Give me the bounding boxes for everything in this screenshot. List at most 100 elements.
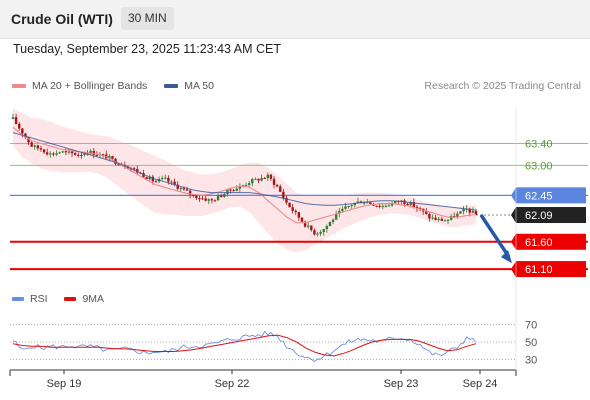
candle-body: [279, 186, 282, 192]
candle-body: [229, 189, 232, 191]
legend-ma50: MA 50: [164, 80, 214, 92]
candle-body: [282, 191, 285, 198]
candle-body: [418, 208, 422, 210]
level-tag-4: [516, 233, 586, 250]
candle-body: [257, 178, 260, 181]
level-tag-arrow-4: [511, 233, 516, 250]
candle-body: [170, 181, 173, 183]
candle-body: [80, 154, 83, 156]
candle-body: [33, 145, 36, 147]
x-tick-label-2: Sep 23: [384, 378, 419, 390]
candle-body: [201, 198, 204, 200]
candle-body: [73, 153, 77, 155]
candle-body: [14, 117, 18, 124]
candle-body: [313, 230, 316, 235]
candle-body: [310, 225, 313, 231]
candle-body: [148, 176, 151, 180]
header-bar: Crude Oil (WTI) 30 MIN: [0, 0, 590, 39]
candle-body: [263, 177, 266, 179]
candle-body: [210, 199, 214, 201]
rsi-tick-70: 70: [525, 320, 537, 332]
candle-body: [142, 173, 145, 178]
candle-body: [154, 181, 158, 183]
candle-body: [70, 151, 74, 154]
candle-body: [362, 202, 366, 204]
legend-rsi-label: RSI: [30, 293, 48, 305]
candle-body: [226, 189, 229, 195]
candle-body: [325, 226, 329, 230]
level-label-0: 63.40: [525, 138, 553, 150]
candle-body: [83, 153, 86, 156]
candle-body: [39, 148, 43, 150]
candle-body: [431, 217, 434, 219]
candle-body: [18, 123, 21, 129]
candle-body: [344, 206, 347, 209]
level-tag-5: [516, 261, 586, 278]
timeframe-badge[interactable]: 30 MIN: [121, 7, 174, 30]
rsi-ma-line: [12, 334, 477, 357]
candle-body: [366, 202, 369, 204]
candle-body: [471, 211, 475, 213]
instrument-title: Crude Oil (WTI): [11, 11, 113, 27]
legend-ma20: MA 20 + Bollinger Bands: [12, 80, 147, 92]
candle-body: [213, 200, 217, 202]
candle-body: [300, 217, 304, 222]
candle-body: [21, 128, 24, 134]
candle-body: [375, 205, 378, 207]
x-tick-label-3: Sep 24: [463, 378, 498, 390]
candle-body: [338, 210, 341, 214]
rsi-tick-30: 30: [525, 354, 537, 366]
candle-body: [145, 177, 148, 180]
candle-body: [42, 149, 46, 153]
legend-rsi: RSI: [12, 293, 48, 305]
candle-body: [167, 177, 170, 182]
candle-body: [462, 208, 465, 212]
candle-body: [164, 177, 167, 179]
candle-body: [285, 197, 288, 203]
rsi-ma-swatch: [64, 297, 77, 302]
projection-arrow-head: [501, 250, 512, 264]
candle-body: [235, 188, 238, 191]
candle-body: [24, 133, 27, 138]
candle-body: [195, 195, 198, 199]
timestamp: Tuesday, September 23, 2025 11:23:43 AM …: [13, 42, 281, 56]
candle-body: [58, 152, 61, 154]
candle-body: [207, 199, 210, 201]
candle-body: [353, 202, 357, 206]
level-label-5: 61.10: [525, 264, 553, 276]
candle-body: [319, 232, 322, 234]
candle-body: [459, 211, 462, 214]
level-tag-arrow-5: [511, 261, 516, 278]
ma20-line: [12, 126, 477, 224]
candle-body: [275, 184, 279, 187]
candle-body: [251, 179, 254, 184]
candle-body: [434, 217, 437, 220]
x-tick-label-0: Sep 19: [47, 378, 82, 390]
candle-body: [232, 190, 235, 192]
rsi-legend: RSI 9MA: [12, 293, 118, 305]
candle-body: [192, 194, 195, 196]
candle-body: [269, 174, 273, 179]
candle-body: [55, 153, 58, 155]
candle-body: [409, 202, 412, 206]
candle-body: [173, 181, 176, 185]
level-tag-arrow-2: [511, 187, 516, 204]
candle-body: [384, 205, 388, 207]
candle-body: [297, 212, 301, 218]
candle-body: [89, 150, 92, 154]
candle-body: [198, 198, 201, 200]
candle-body: [440, 218, 444, 221]
candle-body: [307, 225, 310, 227]
candle-body: [64, 151, 68, 153]
candle-body: [254, 178, 257, 180]
level-label-1: 63.00: [525, 160, 553, 172]
candle-body: [36, 145, 40, 149]
level-label-2: 62.45: [525, 190, 553, 202]
ma50-line: [12, 132, 477, 211]
candle-body: [468, 208, 471, 213]
main-legend: MA 20 + Bollinger Bands MA 50: [12, 80, 228, 92]
candle-body: [111, 156, 114, 159]
legend-rsi-ma: 9MA: [64, 293, 104, 305]
candle-body: [151, 176, 155, 182]
